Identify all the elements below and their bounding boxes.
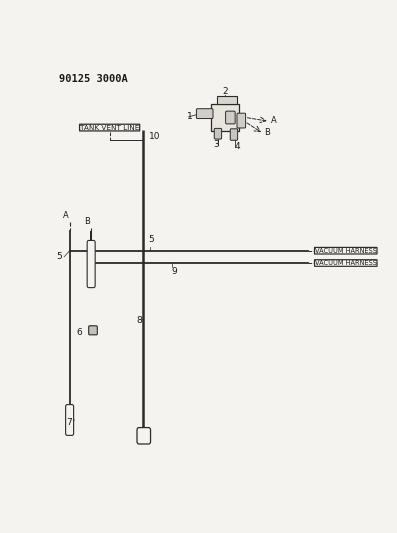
Text: A: A <box>63 211 69 220</box>
Text: 4: 4 <box>235 142 240 151</box>
Text: 5: 5 <box>149 236 154 245</box>
Text: VACUUM HARNESS: VACUUM HARNESS <box>315 260 377 266</box>
FancyBboxPatch shape <box>197 109 213 118</box>
Text: 90125 3000A: 90125 3000A <box>59 74 127 84</box>
FancyBboxPatch shape <box>87 240 95 288</box>
FancyBboxPatch shape <box>237 113 246 128</box>
Text: 10: 10 <box>149 132 160 141</box>
Text: VACUUM HARNESS: VACUUM HARNESS <box>315 248 377 254</box>
FancyBboxPatch shape <box>225 111 235 124</box>
FancyBboxPatch shape <box>217 96 237 104</box>
FancyBboxPatch shape <box>66 405 73 435</box>
Text: 8: 8 <box>137 316 142 325</box>
Text: 1: 1 <box>187 112 192 122</box>
Text: 5: 5 <box>56 252 62 261</box>
FancyBboxPatch shape <box>137 427 150 444</box>
Text: 7: 7 <box>67 418 72 427</box>
Text: 9: 9 <box>171 267 177 276</box>
Text: A: A <box>270 116 276 125</box>
Text: B: B <box>264 128 270 137</box>
FancyBboxPatch shape <box>211 104 239 131</box>
FancyBboxPatch shape <box>214 128 222 139</box>
Text: 6: 6 <box>77 328 83 337</box>
Text: 2: 2 <box>222 87 228 96</box>
Text: B: B <box>84 217 90 226</box>
Text: 3: 3 <box>213 140 219 149</box>
Text: TANK VENT LINE: TANK VENT LINE <box>80 125 139 131</box>
FancyBboxPatch shape <box>89 326 97 335</box>
FancyBboxPatch shape <box>230 129 238 140</box>
